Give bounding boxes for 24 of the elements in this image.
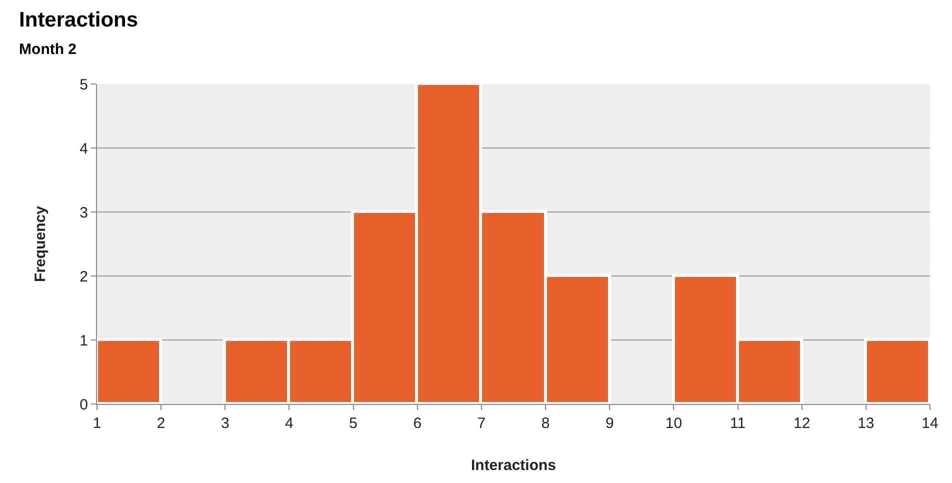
x-tick-label: 12	[794, 415, 810, 432]
x-tick-label: 4	[285, 415, 294, 432]
y-tick-label: 4	[80, 140, 88, 158]
y-tick-label: 2	[80, 268, 88, 286]
y-tick-label: 3	[80, 204, 88, 222]
x-tick-label: 13	[858, 415, 874, 432]
x-tick-label: 1	[92, 415, 102, 432]
x-tick-label: 14	[922, 415, 938, 432]
x-axis-title: Interactions	[470, 457, 556, 474]
x-tick-label: 6	[413, 415, 422, 432]
x-tick-label: 11	[730, 415, 746, 432]
y-tick-label: 5	[80, 76, 88, 94]
x-tick-label: 9	[605, 415, 614, 432]
x-tick-label: 2	[156, 415, 166, 432]
x-tick-label: 3	[220, 415, 230, 432]
x-tick-label: 7	[477, 415, 486, 432]
y-tick-label: 1	[80, 332, 88, 350]
y-axis-title: Frequency	[32, 205, 49, 282]
y-tick-label: 0	[80, 396, 88, 414]
x-tick-label: 5	[349, 415, 358, 432]
chart-title: Interactions	[19, 8, 138, 32]
x-tick-label: 8	[541, 415, 550, 432]
x-tick-label: 10	[665, 415, 682, 432]
chart-subtitle: Month 2	[19, 40, 77, 58]
